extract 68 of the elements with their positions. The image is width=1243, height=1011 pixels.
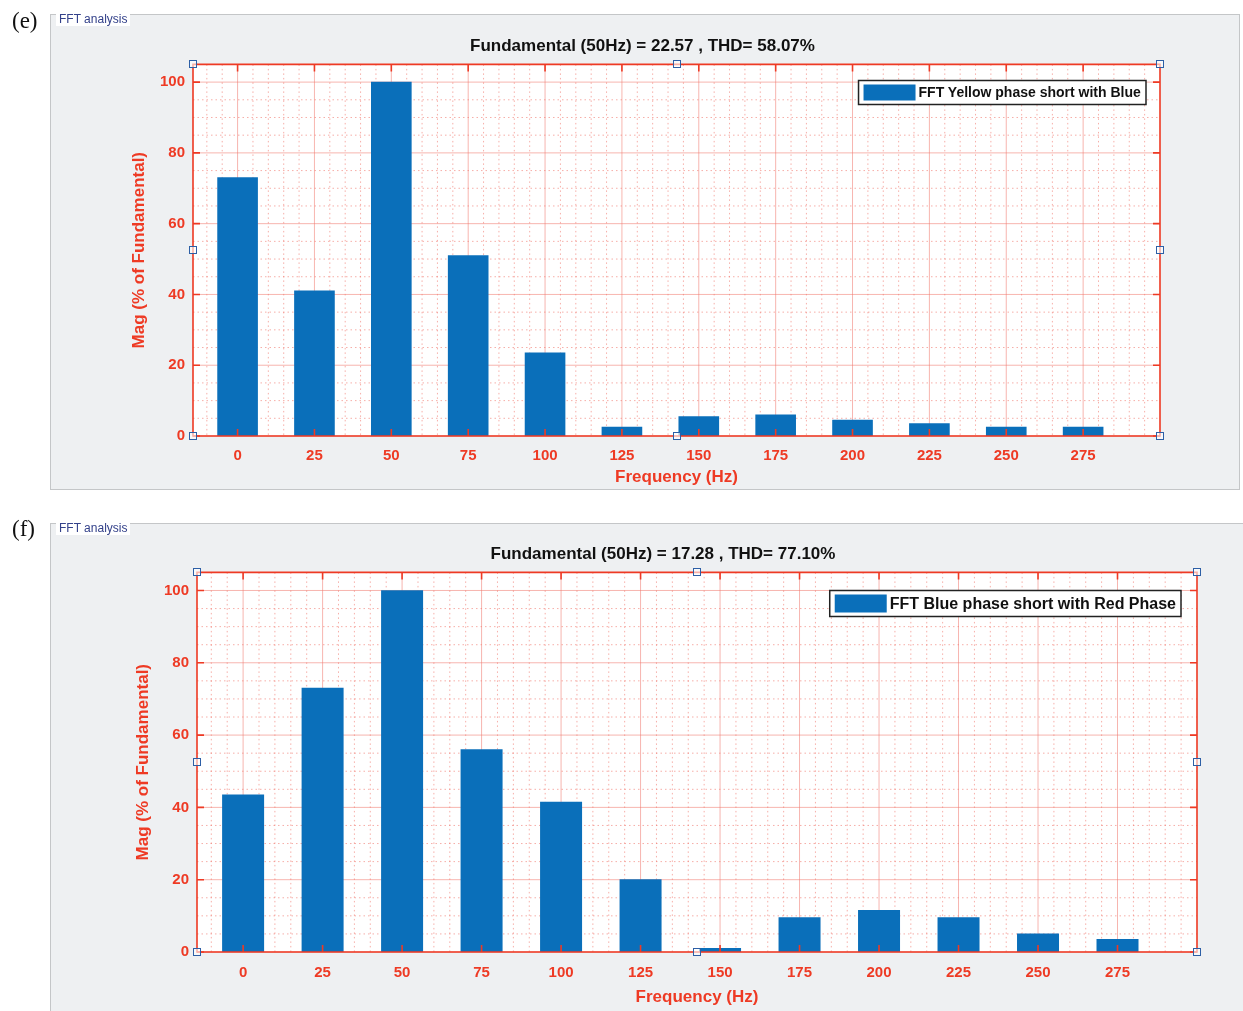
- x-tick-label: 50: [382, 446, 400, 464]
- y-tick-label: 60: [168, 213, 185, 231]
- bar: [524, 352, 566, 436]
- bar: [540, 801, 583, 952]
- text: FFT analysis: [56, 12, 131, 27]
- x-tick-label: 125: [609, 446, 635, 464]
- x-tick-label: 75: [473, 963, 490, 981]
- y-tick-label: 80: [172, 652, 189, 670]
- x-tick-label: 175: [787, 963, 813, 981]
- x-tick-label: 275: [1070, 446, 1096, 464]
- x-tick-label: 0: [238, 963, 248, 981]
- bar: [755, 414, 796, 436]
- x-tick-label: 150: [686, 446, 712, 464]
- y-axis-title: Mag (% of Fundamental): [128, 151, 148, 349]
- bar: [294, 290, 335, 436]
- bar: [778, 917, 821, 952]
- x-tick-label: 0: [233, 446, 242, 464]
- y-tick-label: 0: [176, 426, 185, 444]
- x-axis-title: Frequency (Hz): [615, 467, 738, 487]
- x-tick-label: 275: [1104, 963, 1131, 981]
- y-tick-label: 80: [168, 143, 185, 161]
- y-tick-label: 20: [168, 355, 185, 373]
- chart-title: Fundamental (50Hz) = 22.57 , THD= 58.07%: [470, 35, 815, 55]
- y-tick-label: 100: [163, 580, 189, 598]
- bar: [937, 917, 980, 952]
- bar: [217, 177, 258, 436]
- x-tick-label: 75: [459, 446, 477, 464]
- bar: [832, 419, 873, 436]
- x-axis-title: Frequency (Hz): [635, 987, 759, 1007]
- bar: [678, 416, 720, 436]
- x-tick-label: 175: [763, 446, 789, 464]
- bar: [619, 879, 662, 952]
- x-tick-label: 100: [532, 446, 558, 464]
- x-tick-label: 225: [916, 446, 942, 464]
- bar: [447, 255, 489, 436]
- x-tick-label: 250: [993, 446, 1019, 464]
- x-tick-label: 25: [306, 446, 323, 464]
- y-tick-label: 40: [168, 284, 185, 302]
- text: (f): [12, 516, 35, 541]
- y-tick-label: 20: [172, 869, 189, 887]
- legend-label: FFT Blue phase short with Red Phase: [889, 594, 1177, 612]
- x-tick-label: 225: [946, 963, 972, 981]
- y-tick-label: 100: [159, 72, 185, 90]
- text: (e): [12, 8, 38, 33]
- y-tick-label: 60: [172, 725, 189, 743]
- bar: [301, 687, 344, 952]
- bar: [371, 81, 412, 436]
- x-tick-label: 200: [840, 446, 866, 464]
- x-tick-label: 250: [1025, 963, 1051, 981]
- x-tick-label: 125: [628, 963, 654, 981]
- legend-label: FFT Yellow phase short with Blue: [918, 84, 1141, 101]
- x-tick-label: 150: [707, 963, 733, 981]
- chart-title: Fundamental (50Hz) = 17.28 , THD= 77.10%: [490, 543, 836, 563]
- x-tick-label: 200: [866, 963, 892, 981]
- x-tick-label: 100: [548, 963, 574, 981]
- x-tick-label: 50: [393, 963, 411, 981]
- bar: [1017, 933, 1060, 952]
- x-tick-label: 25: [314, 963, 331, 981]
- y-tick-label: 40: [172, 797, 189, 815]
- y-tick-label: 0: [180, 942, 189, 960]
- bar: [1096, 939, 1139, 952]
- bar: [909, 423, 950, 436]
- text: FFT analysis: [56, 521, 131, 536]
- bar: [222, 794, 265, 952]
- bar: [381, 590, 424, 952]
- y-axis-title: Mag (% of Fundamental): [132, 663, 152, 861]
- bar: [460, 749, 503, 952]
- bar: [858, 910, 901, 952]
